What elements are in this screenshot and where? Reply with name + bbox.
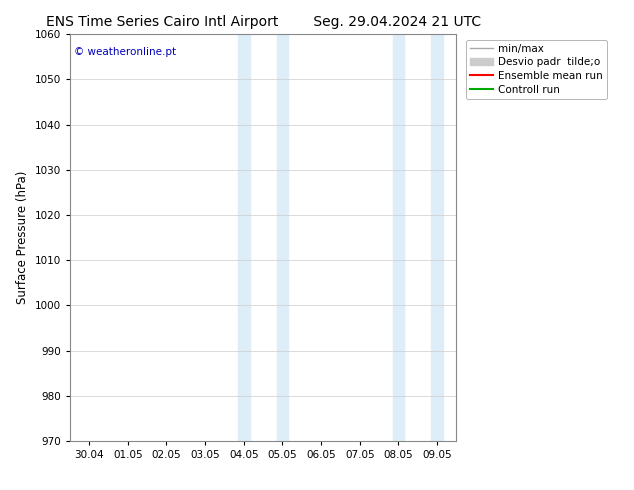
Title: ENS Time Series Cairo Intl Airport        Seg. 29.04.2024 21 UTC: ENS Time Series Cairo Intl Airport Seg. …: [46, 15, 481, 29]
Y-axis label: Surface Pressure (hPa): Surface Pressure (hPa): [16, 171, 29, 304]
Text: © weatheronline.pt: © weatheronline.pt: [74, 47, 176, 56]
Bar: [392, 34, 404, 441]
Bar: [238, 34, 250, 441]
Bar: [276, 34, 288, 441]
Legend: min/max, Desvio padr  tilde;o, Ensemble mean run, Controll run: min/max, Desvio padr tilde;o, Ensemble m…: [465, 40, 607, 99]
Bar: [431, 34, 443, 441]
